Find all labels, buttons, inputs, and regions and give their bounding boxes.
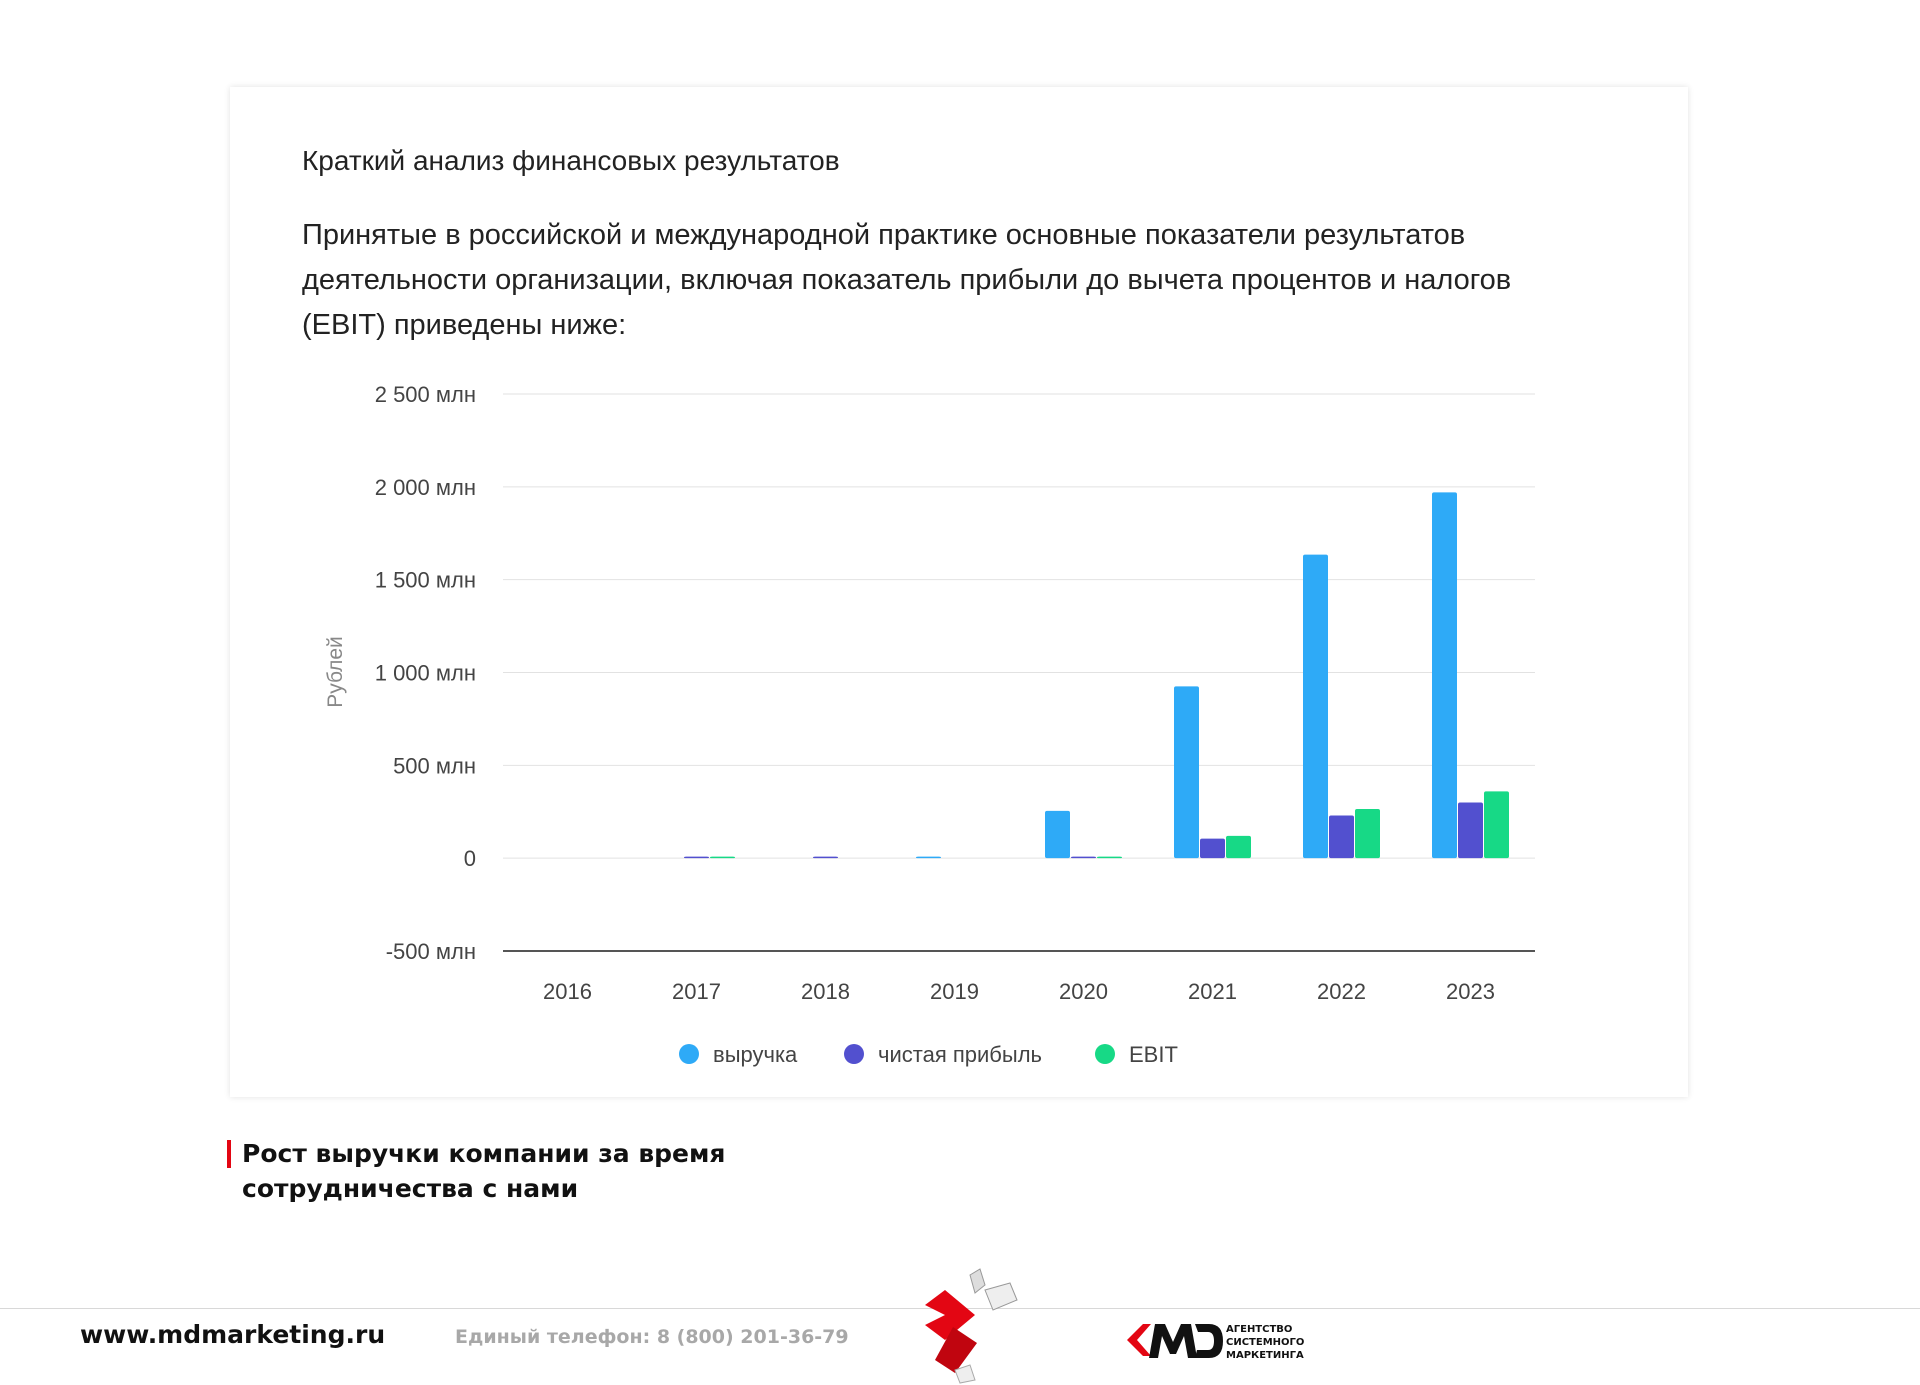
chart-legend: выручка чистая прибыль EBIT [679, 1042, 1178, 1067]
x-tick-label: 2019 [930, 979, 979, 1004]
bar [813, 856, 838, 859]
bar [1484, 791, 1509, 859]
legend-label: EBIT [1129, 1042, 1178, 1067]
bar [1329, 815, 1354, 859]
bar [684, 856, 709, 859]
md-logo-line-2: СИСТЕМНОГО [1226, 1337, 1305, 1348]
bar [1174, 686, 1199, 859]
y-tick-label: 2 000 млн [375, 475, 476, 500]
bar [1071, 856, 1096, 859]
caption-accent-bar [227, 1140, 231, 1168]
bar [1200, 838, 1225, 859]
card-description: Принятые в российской и международной пр… [302, 219, 1512, 341]
card-title: Краткий анализ финансовых результатов [302, 145, 840, 176]
bar-chart: -500 млн 0 500 млн 1 000 млн 1 500 млн 2 000 … [324, 382, 1535, 1067]
md-logo-line-1: АГЕНТСТВО [1226, 1324, 1293, 1335]
legend-item: выручка [679, 1042, 798, 1067]
y-axis-label: Рублей [324, 636, 347, 708]
bar [1458, 802, 1483, 859]
bar [710, 856, 735, 859]
legend-item: EBIT [1095, 1042, 1178, 1067]
legend-item: чистая прибыль [844, 1042, 1042, 1067]
md-logo-line-3: МАРКЕТИНГА [1226, 1350, 1304, 1361]
bar [1045, 810, 1070, 859]
md-logo-icon [1127, 1324, 1223, 1358]
x-tick-label: 2023 [1446, 979, 1495, 1004]
y-tick-label: -500 млн [386, 939, 476, 964]
bar [1097, 856, 1122, 859]
legend-label: выручка [713, 1042, 798, 1067]
y-tick-label: 500 млн [393, 753, 476, 778]
decorative-logo-icon [925, 1268, 1018, 1384]
grid-lines [503, 393, 1535, 952]
x-tick-label: 2022 [1317, 979, 1366, 1004]
bars [684, 492, 1509, 859]
caption-line-2: сотрудничества с нами [242, 1174, 579, 1203]
x-tick-label: 2020 [1059, 979, 1108, 1004]
y-axis-ticks: -500 млн 0 500 млн 1 000 млн 1 500 млн 2 000 … [375, 382, 476, 964]
bar [1432, 492, 1457, 859]
chart-card: Краткий анализ финансовых результатов Пр… [230, 87, 1688, 1097]
bar [1226, 835, 1251, 859]
x-tick-label: 2016 [543, 979, 592, 1004]
legend-swatch [679, 1044, 699, 1064]
caption-line-1: Рост выручки компании за время [242, 1139, 726, 1168]
y-tick-label: 2 500 млн [375, 382, 476, 407]
phone-text: Единый телефон: 8 (800) 201-36-79 [455, 1326, 849, 1348]
site-link[interactable]: www.mdmarketing.ru [80, 1320, 386, 1349]
bar [916, 856, 941, 859]
legend-label: чистая прибыль [878, 1042, 1042, 1067]
y-tick-label: 1 000 млн [375, 661, 476, 686]
y-tick-label: 0 [464, 846, 476, 871]
bar [1303, 554, 1328, 859]
md-logo-text: АГЕНТСТВО СИСТЕМНОГО МАРКЕТИНГА [1226, 1323, 1304, 1362]
x-tick-label: 2017 [672, 979, 721, 1004]
x-tick-label: 2018 [801, 979, 850, 1004]
legend-swatch [844, 1044, 864, 1064]
y-tick-label: 1 500 млн [375, 568, 476, 593]
x-axis-ticks: 2016 2017 2018 2019 2020 2021 2022 2023 [543, 979, 1495, 1004]
x-tick-label: 2021 [1188, 979, 1237, 1004]
caption: Рост выручки компании за время сотруднич… [242, 1136, 725, 1206]
legend-swatch [1095, 1044, 1115, 1064]
bar [1355, 808, 1380, 859]
